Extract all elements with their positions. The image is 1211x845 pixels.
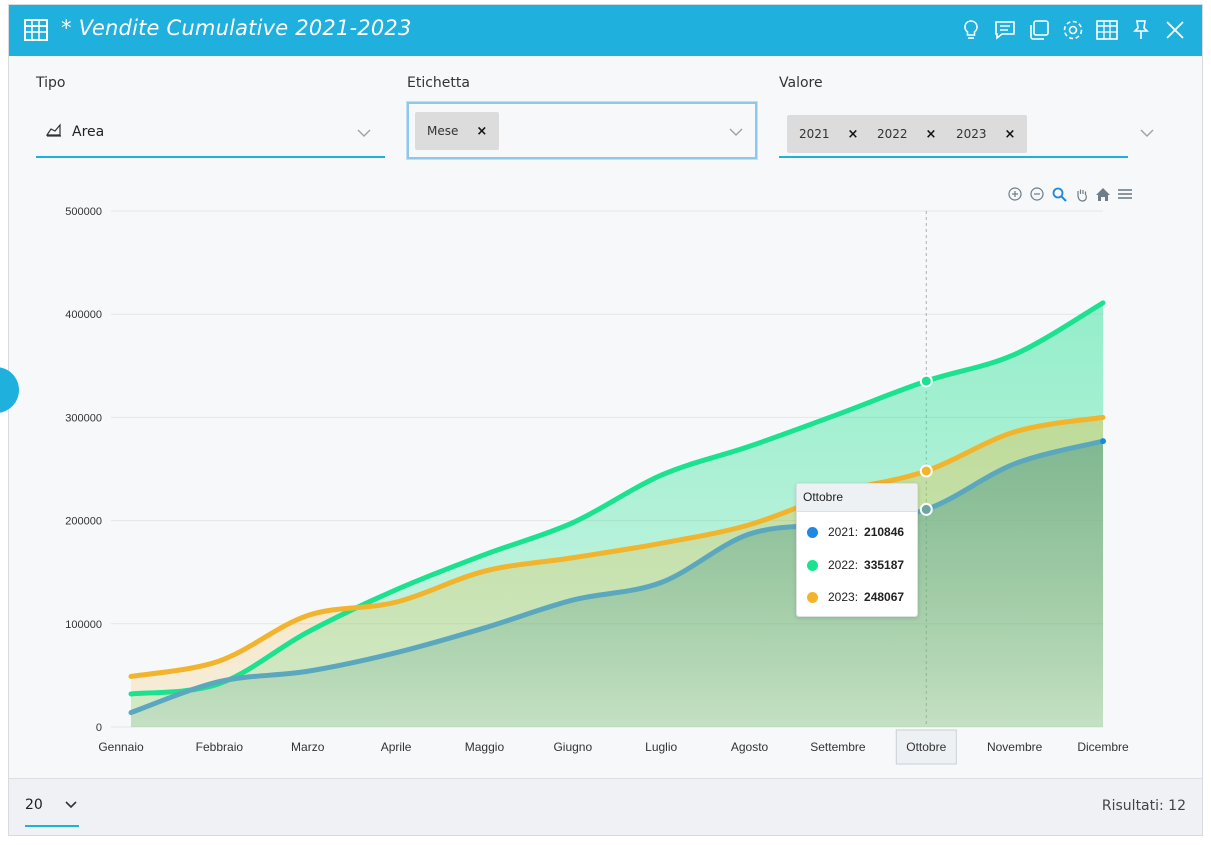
tag-label: 2023 [956, 127, 987, 141]
pan-hand-icon[interactable] [1073, 186, 1089, 202]
marker-2023 [919, 464, 933, 478]
tooltip-title: Ottobre [797, 484, 917, 512]
zoom-in-icon[interactable] [1007, 186, 1023, 202]
tooltip-row-2023: 2023: 248067 [807, 590, 904, 604]
gear-icon[interactable] [1060, 17, 1086, 43]
x-tick-label: Luglio [645, 740, 677, 754]
tipo-label: Tipo [36, 75, 66, 91]
tag-label: 2021 [799, 127, 830, 141]
valore-label: Valore [779, 75, 823, 91]
marker-2022 [919, 374, 933, 388]
tag-2022: 2022 × [865, 115, 949, 153]
chevron-down-icon [65, 801, 77, 809]
y-tick-label: 200000 [65, 516, 102, 528]
table-icon [23, 17, 49, 43]
chart-window: * Vendite Cumulative 2021-2023 Tipo Area… [0, 4, 1204, 836]
side-panel-toggle[interactable] [0, 367, 19, 413]
lightbulb-icon[interactable] [958, 17, 984, 43]
end-dot-2021 [1100, 438, 1106, 445]
title-bar: * Vendite Cumulative 2021-2023 [9, 5, 1202, 56]
tag-2021: 2021 × [787, 115, 871, 153]
y-tick-label: 400000 [65, 309, 102, 321]
legend-dot-2021 [807, 526, 818, 538]
x-tick-label: Gennaio [98, 740, 144, 754]
tag-mese: Mese × [415, 112, 500, 150]
line-2022 [128, 300, 1106, 697]
tag-label: Mese [427, 124, 459, 138]
tooltip-row-2022: 2022: 335187 [807, 558, 904, 572]
page-size-value: 20 [25, 797, 43, 813]
x-tick-label: Dicembre [1077, 740, 1129, 754]
y-tick-label: 100000 [65, 619, 102, 631]
window-title: * Vendite Cumulative 2021-2023 [61, 16, 412, 40]
etichetta-select[interactable]: Mese × [407, 102, 757, 159]
x-tick-label: Febbraio [196, 740, 244, 754]
marker-2021 [919, 502, 933, 516]
y-tick-label: 300000 [65, 412, 102, 424]
line-2023 [128, 414, 1106, 679]
window-toolbar [958, 17, 1188, 43]
etichetta-label: Etichetta [407, 75, 470, 91]
tooltip-row-2021: 2021: 210846 [807, 525, 904, 539]
tipo-value: Area [72, 124, 105, 140]
x-tick-label: Settembre [810, 740, 866, 754]
x-tick-label: Maggio [465, 740, 505, 754]
tag-label: 2022 [877, 127, 908, 141]
page-size-select[interactable]: 20 [25, 795, 79, 827]
chevron-down-icon[interactable] [1140, 126, 1154, 140]
footer: 20 Risultati: 12 [9, 778, 1202, 835]
home-icon[interactable] [1095, 186, 1111, 202]
copy-icon[interactable] [1026, 17, 1052, 43]
table-view-icon[interactable] [1094, 17, 1120, 43]
chart-tooltip: Ottobre 2021: 210846 2022: 335187 2023: 248… [796, 483, 918, 617]
remove-tag-icon[interactable]: × [925, 126, 937, 142]
y-tick-label: 500000 [65, 206, 102, 218]
x-tick-label: Marzo [291, 740, 325, 754]
remove-tag-icon[interactable]: × [476, 123, 488, 139]
x-tick-label: Giugno [553, 740, 592, 754]
zoom-out-icon[interactable] [1029, 186, 1045, 202]
results-count: Risultati: 12 [1101, 798, 1186, 814]
chevron-down-icon[interactable] [357, 126, 371, 140]
y-tick-label: 0 [96, 722, 102, 734]
legend-dot-2022 [807, 559, 818, 571]
remove-tag-icon[interactable]: × [1004, 126, 1016, 142]
area-chart-icon [45, 123, 62, 141]
area-chart[interactable]: 0 100000 200000 300000 400000 500000 Gennaio F… [9, 5, 1204, 785]
x-tick-label: Aprile [381, 740, 412, 754]
chart-toolbar [1007, 186, 1133, 202]
highlight-label-box [895, 729, 957, 765]
tag-2023: 2023 × [944, 115, 1028, 153]
menu-icon[interactable] [1117, 186, 1133, 202]
tipo-select[interactable]: Area [36, 109, 385, 158]
legend-dot-2023 [807, 591, 818, 603]
valore-select[interactable]: 2021 × 2022 × 2023 × [779, 109, 1154, 158]
x-tick-label: Novembre [987, 740, 1043, 754]
x-tick-label: Agosto [731, 740, 769, 754]
remove-tag-icon[interactable]: × [847, 126, 859, 142]
line-2021 [128, 438, 1106, 716]
comment-icon[interactable] [992, 17, 1018, 43]
pin-icon[interactable] [1128, 17, 1154, 43]
chevron-down-icon[interactable] [729, 125, 743, 139]
x-tick-label: Ottobre [906, 740, 946, 754]
area-2021 [131, 441, 1103, 727]
zoom-select-icon[interactable] [1051, 186, 1067, 202]
close-icon[interactable] [1162, 17, 1188, 43]
